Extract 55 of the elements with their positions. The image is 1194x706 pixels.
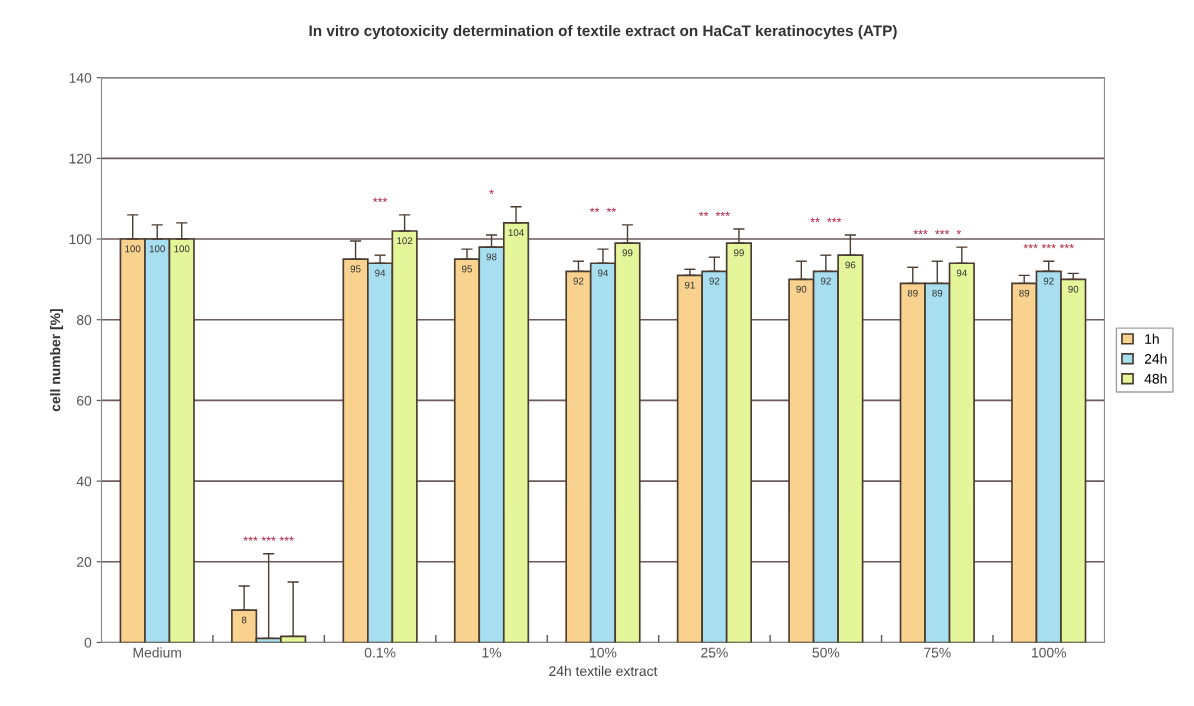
data-label: 99 [733,249,744,257]
x-tick-label: 0.1% [364,647,396,658]
data-label: 94 [956,269,967,277]
y-tick-label: 60 [77,395,92,406]
chart-title: In vitro cytotoxicity determination of textile extract on HaCaT keratinocytes (ATP) [309,24,897,40]
data-label: 98 [486,253,497,261]
data-label: 102 [397,237,413,245]
legend-label: 48h [1144,373,1167,384]
data-label: 100 [149,245,165,253]
data-label: 100 [174,245,190,253]
x-tick-label: Medium [133,647,181,658]
x-tick-label: 25% [701,647,728,658]
data-label: 92 [820,277,831,285]
x-tick-label: 1% [482,647,502,658]
data-label: 91 [684,281,695,289]
data-label: 89 [907,289,918,297]
data-label: 90 [796,285,807,293]
data-label: 94 [375,269,386,277]
annotation: *** *** *** [1023,243,1074,249]
annotation: ** ** [589,207,616,213]
y-tick-label: 120 [69,153,92,164]
legend-label: 24h [1144,353,1167,364]
annotation: *** *** * [913,229,962,235]
y-tick-label: 100 [69,234,92,245]
data-label: 92 [1043,277,1054,285]
y-tick-label: 140 [69,72,92,83]
y-axis-title: cell number [%] [50,309,64,412]
data-label: 89 [932,289,943,297]
annotation: ** *** [698,211,730,217]
data-label: 90 [1068,285,1079,293]
data-label: 96 [845,261,856,269]
y-tick-label: 0 [84,637,92,648]
data-label: 95 [350,265,361,273]
data-label: 8 [241,616,247,624]
data-label: 92 [573,277,584,285]
data-label: 89 [1019,289,1030,297]
annotation: * [489,189,494,194]
data-label: 95 [462,265,473,273]
data-label: 94 [598,269,609,277]
x-tick-label: 75% [924,647,951,658]
data-label: 100 [125,245,141,253]
annotation: *** [372,197,388,202]
x-tick-label: 10% [590,647,617,658]
data-label: 99 [622,249,633,257]
annotation: *** *** *** [243,536,294,541]
x-tick-label: 100% [1032,647,1066,658]
annotation: ** *** [810,217,842,223]
data-label: 92 [709,277,720,285]
data-label: 104 [508,229,524,237]
x-tick-label: 50% [812,647,840,658]
x-axis-title: 24h textile extract [549,665,658,677]
y-tick-label: 80 [76,315,92,325]
legend-label: 1h [1145,333,1159,344]
y-tick-label: 40 [76,476,92,487]
y-tick-label: 20 [77,557,92,567]
